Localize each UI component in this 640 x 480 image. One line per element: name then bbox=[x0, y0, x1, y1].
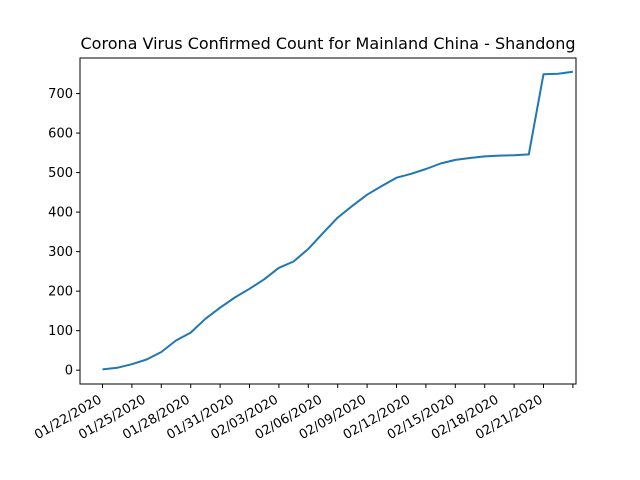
axes-frame bbox=[79, 57, 577, 385]
y-tick-label: 700 bbox=[48, 87, 73, 102]
y-tick-label: 500 bbox=[48, 166, 73, 181]
series-line bbox=[102, 70, 574, 371]
y-tick-label: 400 bbox=[48, 206, 73, 221]
chart-title: Corona Virus Confirmed Count for Mainlan… bbox=[81, 34, 576, 53]
y-tick-label: 200 bbox=[48, 285, 73, 300]
y-tick-label: 600 bbox=[48, 127, 73, 142]
y-tick-label: 300 bbox=[48, 245, 73, 260]
y-tick-label: 0 bbox=[65, 364, 73, 379]
y-tick-label: 100 bbox=[48, 324, 73, 339]
